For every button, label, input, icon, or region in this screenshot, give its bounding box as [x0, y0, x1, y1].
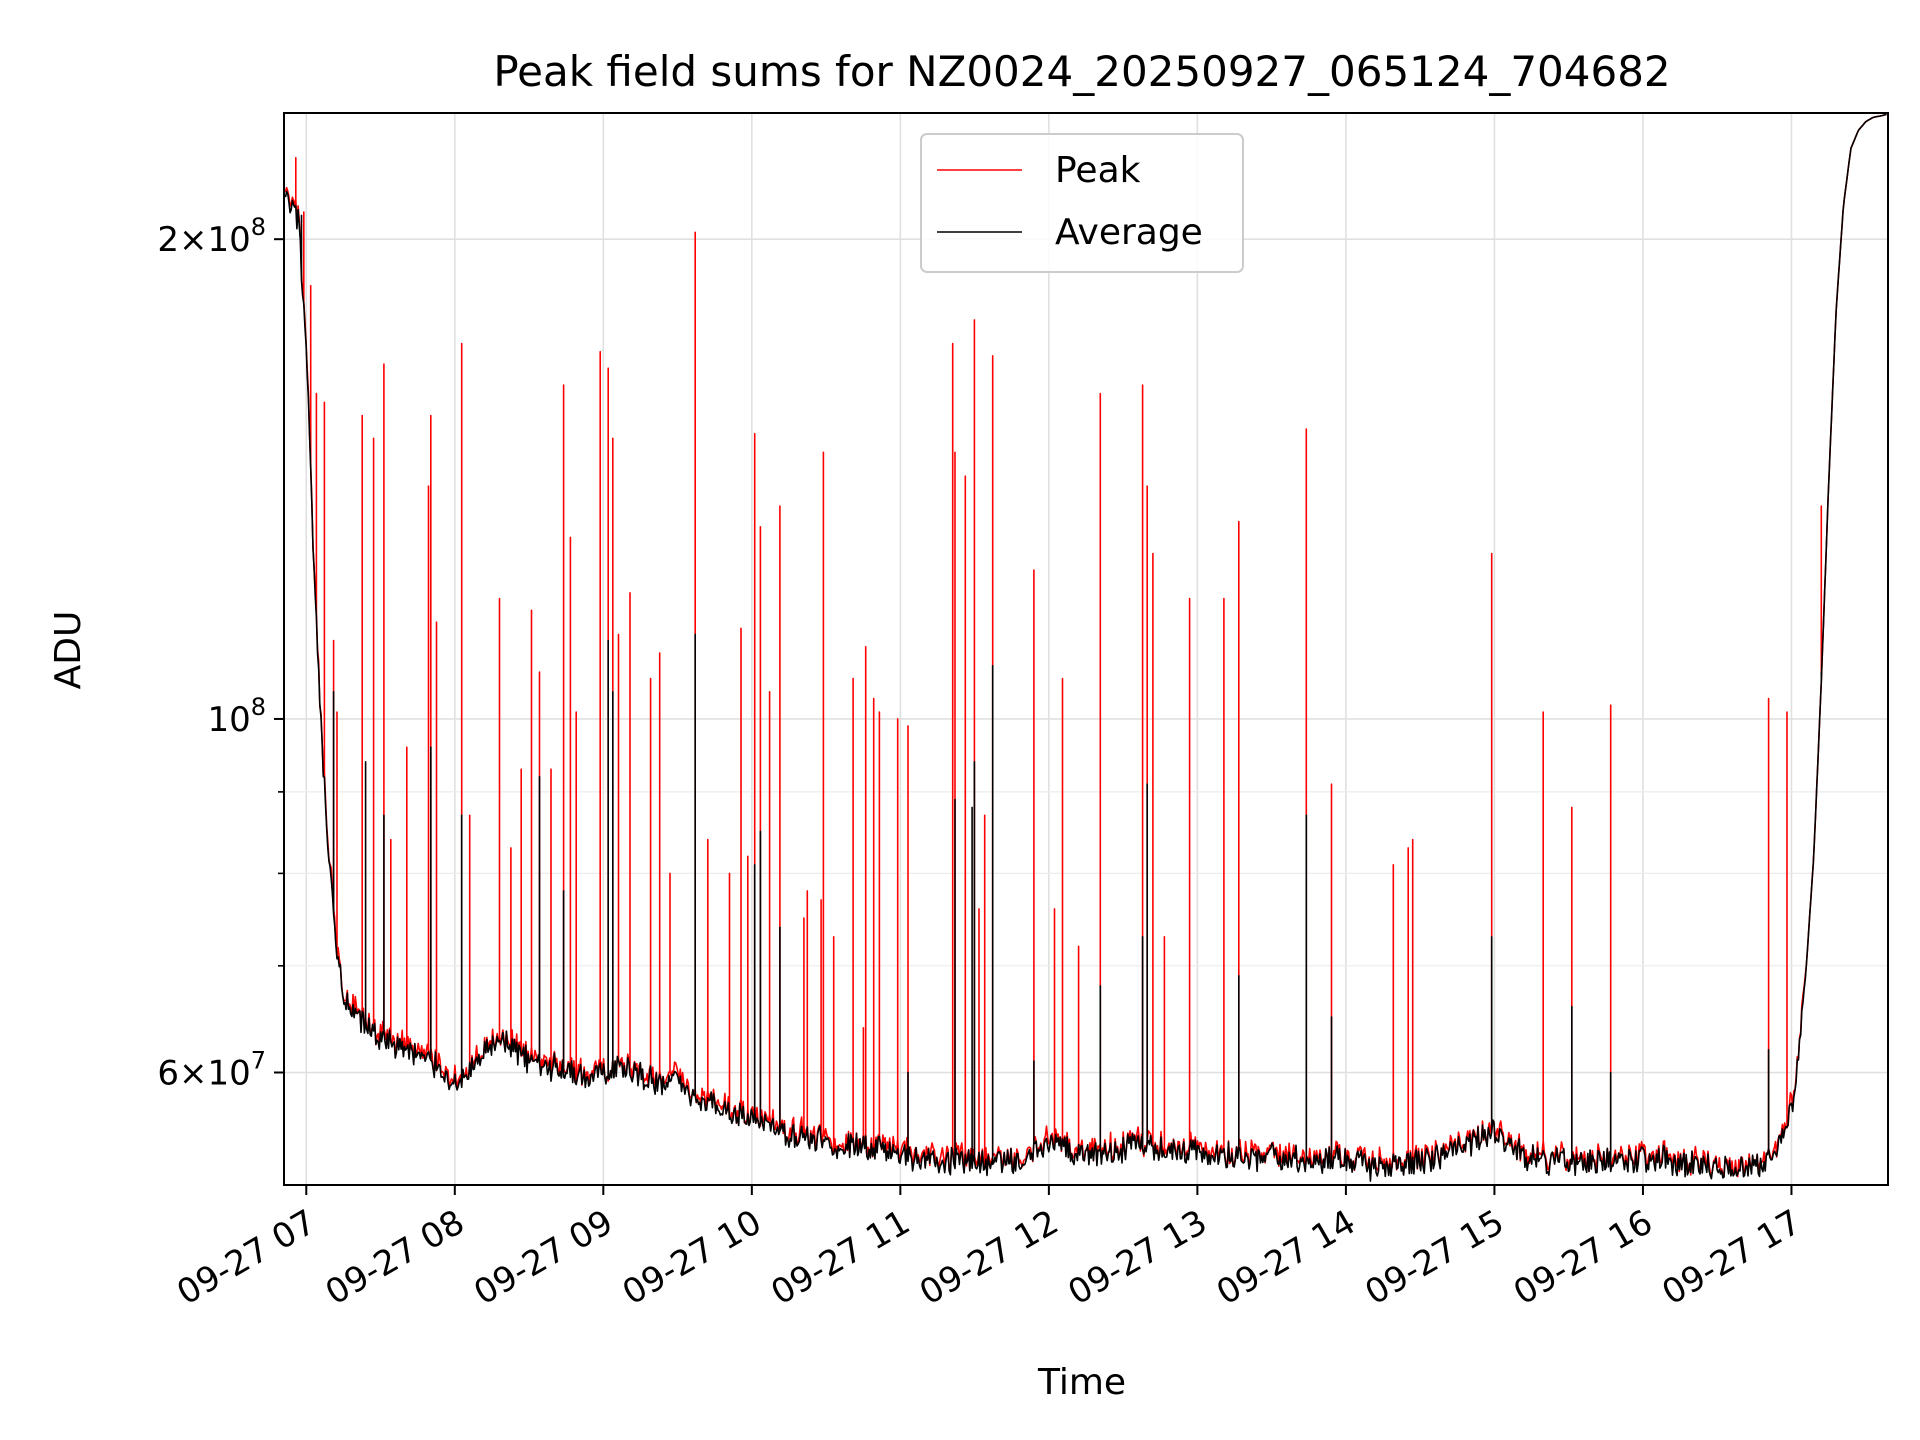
- legend-label-peak: Peak: [1055, 150, 1141, 191]
- y-tick-label: 2×108: [157, 213, 266, 260]
- legend: Peak Average: [920, 133, 1244, 273]
- plot-frame: [283, 112, 1889, 1186]
- x-axis-label: Time: [1037, 1362, 1126, 1403]
- y-tick-label: 6×107: [157, 1047, 266, 1094]
- y-axis: 6×107 108 2×108: [157, 213, 284, 1094]
- chart-title: Peak field sums for NZ0024_20250927_0651…: [493, 47, 1670, 96]
- series-layer: [284, 113, 1887, 1182]
- legend-label-average: Average: [1055, 212, 1203, 253]
- y-axis-label: ADU: [48, 611, 89, 690]
- y-tick-label: 108: [207, 693, 266, 740]
- legend-box: [920, 133, 1244, 273]
- series-average-line: [284, 113, 1887, 1182]
